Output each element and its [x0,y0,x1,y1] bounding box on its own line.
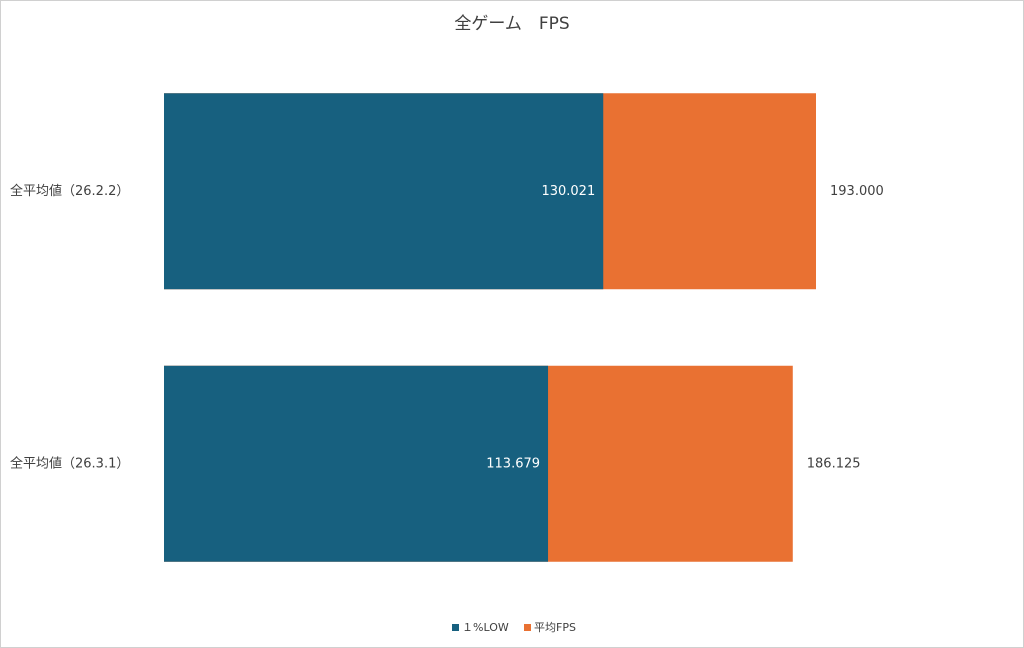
y-tick-label: 全平均値（26.2.2） [10,183,129,199]
data-label: 186.125 [807,456,861,471]
data-label: 113.679 [486,456,540,471]
y-tick-label: 全平均値（26.3.1） [10,455,129,471]
legend-swatch [452,624,459,631]
bar [164,365,549,562]
legend-swatch [524,624,531,631]
data-label: 130.021 [541,184,595,199]
legend-label: 平均FPS [534,621,576,634]
chart-title: 全ゲーム FPS [454,14,569,34]
data-label: 193.000 [830,184,884,199]
legend-label: １%LOW [462,621,509,634]
bar [164,93,604,290]
